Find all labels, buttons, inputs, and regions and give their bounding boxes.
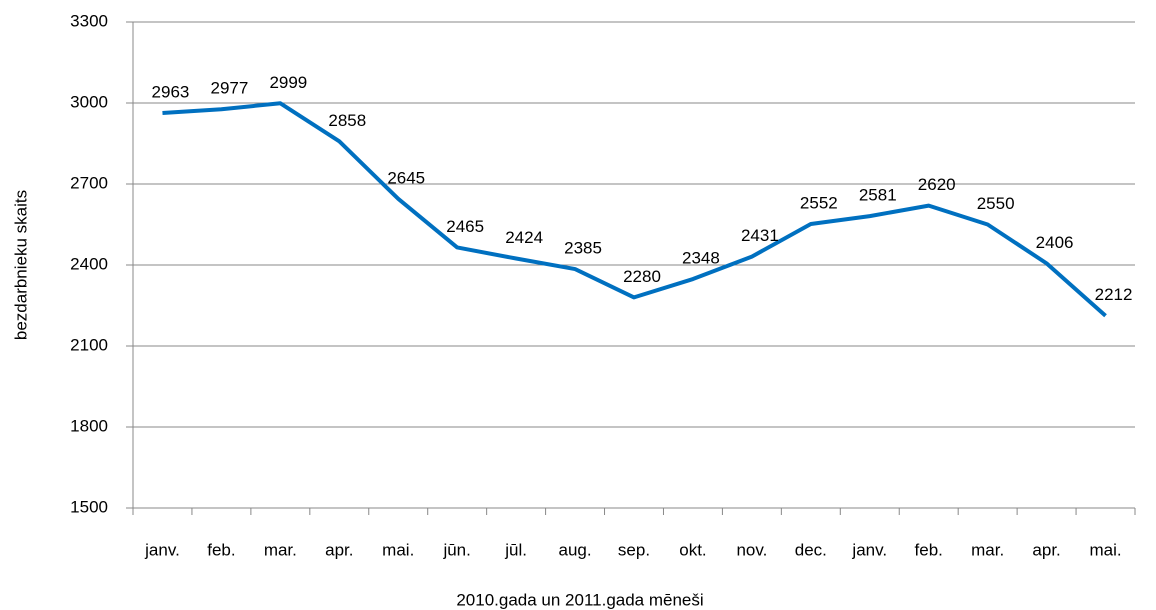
data-label: 2348 (682, 249, 720, 268)
x-tick-label: jūl. (504, 540, 527, 559)
y-tick-label: 3000 (70, 92, 108, 111)
data-label: 2424 (505, 228, 543, 247)
x-tick-label: aug. (559, 540, 592, 559)
x-axis-title: 2010.gada un 2011.gada mēneši (456, 590, 703, 609)
x-tick-label: nov. (736, 540, 767, 559)
y-tick-label: 2700 (70, 173, 108, 192)
x-tick-label: mai. (382, 540, 414, 559)
x-tick-label: mai. (1089, 540, 1121, 559)
data-label: 2620 (918, 175, 956, 194)
y-axis-title: bezdarbnieku skaits (11, 190, 30, 340)
data-label: 2385 (564, 239, 602, 258)
data-label: 2406 (1036, 233, 1074, 252)
data-label: 2999 (269, 73, 307, 92)
data-label: 2581 (859, 186, 897, 205)
data-label: 2977 (210, 79, 248, 98)
data-label: 2963 (152, 82, 190, 101)
y-tick-label: 1800 (70, 416, 108, 435)
x-tick-label: sep. (618, 540, 650, 559)
y-tick-label: 2400 (70, 254, 108, 273)
x-tick-label: apr. (325, 540, 353, 559)
line-series (162, 101, 1107, 318)
x-tick-label: jūn. (442, 540, 470, 559)
x-tick-label: mar. (971, 540, 1004, 559)
x-tick-label: feb. (915, 540, 943, 559)
data-label: 2645 (387, 168, 425, 187)
data-label: 2858 (328, 111, 366, 130)
y-tick-label: 2100 (70, 335, 108, 354)
x-tick-label: apr. (1032, 540, 1060, 559)
data-label: 2431 (741, 226, 779, 245)
x-tick-label: dec. (795, 540, 827, 559)
x-tick-label: feb. (207, 540, 235, 559)
data-label: 2552 (800, 193, 838, 212)
data-label: 2550 (977, 194, 1015, 213)
x-tick-label: okt. (679, 540, 706, 559)
y-tick-label: 3300 (70, 11, 108, 30)
data-label: 2465 (446, 217, 484, 236)
data-label: 2280 (623, 267, 661, 286)
y-tick-label: 1500 (70, 497, 108, 516)
x-tick-label: mar. (264, 540, 297, 559)
x-tick-label: janv. (144, 540, 180, 559)
x-tick-label: janv. (851, 540, 887, 559)
data-label: 2212 (1095, 285, 1133, 304)
